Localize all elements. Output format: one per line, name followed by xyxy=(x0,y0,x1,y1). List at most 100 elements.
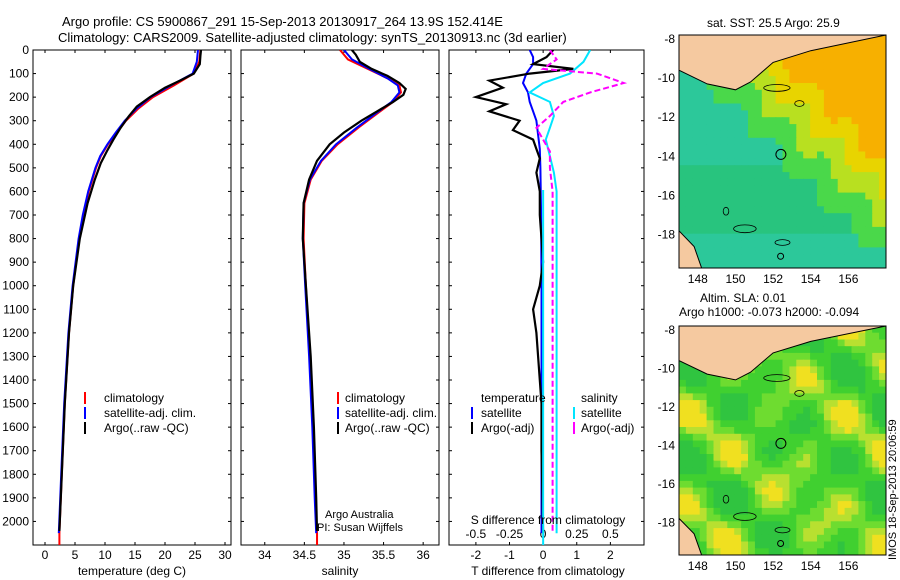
map-cell xyxy=(879,199,886,207)
map-cell xyxy=(858,480,866,489)
map-cell xyxy=(872,501,880,509)
reef-outline xyxy=(763,374,791,382)
map-cell xyxy=(851,103,859,111)
map-cell xyxy=(775,172,784,180)
map-cell xyxy=(830,89,839,98)
map-cell xyxy=(865,144,873,153)
map-cell xyxy=(706,400,715,408)
map-cell xyxy=(837,69,846,77)
map-cell xyxy=(823,55,832,64)
map-cell xyxy=(844,541,853,549)
map-cell xyxy=(858,103,866,111)
map-cell xyxy=(706,158,715,166)
map-cell xyxy=(823,124,832,132)
map-cell xyxy=(713,261,721,268)
map-cell xyxy=(837,172,846,180)
map-cell xyxy=(879,339,886,347)
map-cell xyxy=(865,440,873,448)
map-cell xyxy=(872,83,880,91)
map-cell xyxy=(713,406,721,415)
map-cell xyxy=(761,117,770,125)
map-cell xyxy=(741,433,749,442)
map-cell xyxy=(754,206,763,214)
difference-plot-frame xyxy=(448,49,645,546)
map-cell xyxy=(865,521,873,529)
map-cell xyxy=(775,83,784,91)
map-cell xyxy=(810,261,818,268)
map-cell xyxy=(720,393,728,401)
map-cell xyxy=(720,480,728,489)
map-cell xyxy=(768,352,777,361)
map-cell xyxy=(741,226,749,235)
map-cell xyxy=(817,247,825,255)
map-cell xyxy=(823,541,832,549)
salinity-plot-frame xyxy=(240,49,440,546)
map-cell xyxy=(679,447,687,455)
map-cell xyxy=(741,247,749,255)
series-line xyxy=(301,50,407,531)
map-cell xyxy=(692,406,701,415)
map-cell xyxy=(796,89,804,98)
map-cell xyxy=(720,110,728,118)
map-cell xyxy=(865,427,873,435)
map-cell xyxy=(810,48,818,57)
map-cell xyxy=(872,359,880,367)
map-cell xyxy=(789,521,797,529)
land-polygon xyxy=(679,230,703,268)
map-cell xyxy=(734,427,742,435)
difference-legend: temperature satellite Argo(-adj) salinit… xyxy=(471,391,634,435)
map-cell xyxy=(706,165,715,173)
map-cell xyxy=(789,110,797,118)
map-cell xyxy=(872,352,880,361)
map-cell xyxy=(823,185,832,194)
map-cell xyxy=(706,474,715,482)
map-cell xyxy=(699,96,708,105)
map-cell xyxy=(789,233,797,242)
map-cell xyxy=(837,130,846,139)
map-cell xyxy=(844,185,853,194)
map-cell xyxy=(803,110,811,118)
map-cell xyxy=(844,447,853,455)
map-cell xyxy=(679,373,687,381)
map-cell xyxy=(768,240,777,249)
map-cell xyxy=(830,460,839,468)
map-cell xyxy=(775,144,784,153)
map-cell xyxy=(775,400,784,408)
map-cell xyxy=(872,124,880,132)
map-cell xyxy=(851,199,859,207)
map-cell xyxy=(789,69,797,77)
map-cell xyxy=(679,185,687,194)
map-cell xyxy=(803,144,811,153)
map-cell xyxy=(858,507,866,516)
map-cell xyxy=(748,386,756,394)
map-cell xyxy=(879,454,886,462)
map-cell xyxy=(823,346,832,354)
map-cell xyxy=(713,393,721,401)
map-cell xyxy=(754,379,763,388)
map-cell xyxy=(727,220,735,228)
map-cell xyxy=(810,352,818,361)
map-cell xyxy=(754,548,763,555)
map-cell xyxy=(775,69,784,77)
map-cell xyxy=(844,480,853,489)
map-cell xyxy=(803,192,811,201)
map-cell xyxy=(823,69,832,77)
map-cell xyxy=(734,247,742,255)
map-cell xyxy=(685,117,694,125)
map-cell xyxy=(685,507,694,516)
x-tick-label: 25 xyxy=(188,548,202,562)
map-cell xyxy=(858,494,866,502)
map-cell xyxy=(768,213,777,221)
map-cell xyxy=(685,427,694,435)
map-cell xyxy=(810,548,818,555)
map-cell xyxy=(879,35,886,43)
map-cell xyxy=(872,137,880,146)
s-diff-tick-label: -0.25 xyxy=(496,527,524,541)
map-cell xyxy=(837,548,846,555)
map-cell xyxy=(775,420,784,428)
map-cell xyxy=(830,400,839,408)
map-cell xyxy=(727,151,735,159)
map-cell xyxy=(692,233,701,242)
map-cell xyxy=(782,185,790,194)
series-line xyxy=(302,50,403,534)
